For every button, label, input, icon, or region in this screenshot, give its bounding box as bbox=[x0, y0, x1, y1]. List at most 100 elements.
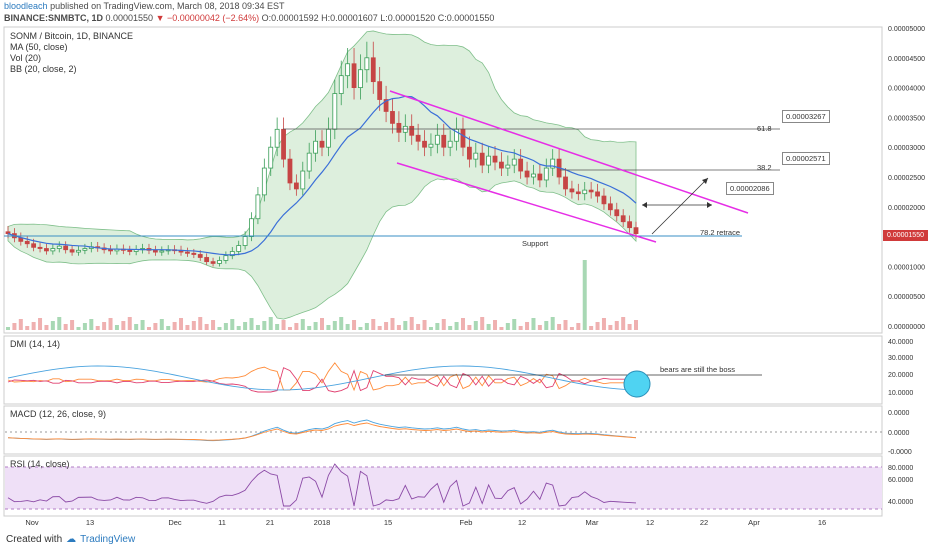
candle-body bbox=[332, 93, 338, 130]
candle-body bbox=[217, 260, 222, 264]
volume-bar bbox=[268, 317, 273, 330]
symbol-line: BINANCE:SNMBTC, 1D 0.00001550 ▼ −0.00000… bbox=[4, 13, 494, 23]
candle-body bbox=[364, 57, 370, 71]
price-box-2086: 0.00002086 bbox=[726, 182, 774, 195]
volume-bar bbox=[550, 317, 555, 330]
fib-618-label: 61.8 bbox=[757, 124, 772, 133]
panel-borders bbox=[3, 26, 883, 517]
candle-body bbox=[236, 245, 242, 252]
volume-bar bbox=[358, 327, 363, 330]
volume-bar bbox=[204, 324, 209, 330]
candle-body bbox=[255, 194, 261, 220]
volume-bar bbox=[390, 318, 395, 330]
volume-bar bbox=[589, 326, 594, 330]
volume-bar bbox=[262, 321, 267, 330]
candle-body bbox=[300, 170, 306, 190]
volume-bar bbox=[499, 327, 504, 330]
channel-lower bbox=[396, 162, 657, 243]
price-tick: 0.00001000 bbox=[888, 264, 925, 271]
candle-body bbox=[287, 158, 293, 184]
candle-body bbox=[582, 189, 588, 195]
volume-bar bbox=[230, 319, 235, 330]
volume-bar bbox=[582, 260, 587, 330]
x-tick: 12 bbox=[646, 518, 654, 527]
volume-bar bbox=[601, 318, 606, 330]
legend-dmi[interactable]: DMI (14, 14) bbox=[10, 339, 61, 349]
candle-body bbox=[620, 215, 626, 223]
legend-bb[interactable]: BB (20, close, 2) bbox=[10, 64, 77, 74]
legend-vol[interactable]: Vol (20) bbox=[10, 53, 42, 63]
volume-bar bbox=[473, 321, 478, 330]
candle-body bbox=[82, 248, 88, 251]
candle-body bbox=[185, 251, 190, 254]
legend-rsi[interactable]: RSI (14, close) bbox=[10, 459, 70, 469]
dmi-note: bears are still the boss bbox=[660, 365, 735, 374]
volume-bar bbox=[563, 320, 568, 330]
ma-line bbox=[7, 95, 637, 256]
dmi-tick: 20.0000 bbox=[888, 372, 913, 379]
candle-body bbox=[76, 249, 81, 253]
volume-bar bbox=[114, 325, 119, 330]
volume-bar bbox=[44, 325, 49, 330]
volume-bar bbox=[146, 327, 151, 330]
candle-body bbox=[69, 249, 75, 253]
volume-bar bbox=[422, 320, 427, 330]
candle-body bbox=[281, 128, 286, 160]
candle-body bbox=[486, 155, 492, 166]
dmi-minus-line bbox=[7, 367, 636, 393]
candle-body bbox=[345, 63, 351, 77]
x-tick: Mar bbox=[586, 518, 599, 527]
bb-area bbox=[7, 30, 637, 320]
footer-brand[interactable]: TradingView bbox=[80, 534, 136, 545]
candle-body bbox=[319, 140, 325, 148]
candle-body bbox=[268, 146, 274, 169]
tradingview-logo-icon[interactable]: ☁ bbox=[66, 534, 77, 545]
candle-body bbox=[223, 255, 229, 261]
legend-macd[interactable]: MACD (12, 26, close, 9) bbox=[10, 409, 107, 419]
candle-body bbox=[588, 189, 594, 193]
volume-bar bbox=[345, 324, 350, 330]
volume-bar bbox=[441, 319, 446, 330]
candle-body bbox=[518, 158, 524, 172]
x-tick: Apr bbox=[748, 518, 760, 527]
candle-body bbox=[543, 167, 549, 181]
candle-body bbox=[313, 140, 318, 154]
volume-bar bbox=[518, 326, 523, 330]
volume-bar bbox=[512, 319, 517, 330]
volume-bar bbox=[454, 322, 459, 330]
candle-body bbox=[152, 249, 158, 253]
volume-bar bbox=[531, 318, 536, 330]
price-tick: 0.00004500 bbox=[888, 56, 925, 63]
signal-line bbox=[7, 422, 637, 441]
volume-bars bbox=[6, 260, 638, 330]
ohlc-values: O:0.00001592 H:0.00001607 L:0.00001520 C… bbox=[261, 13, 495, 23]
volume-bar bbox=[172, 322, 177, 330]
volume-bar bbox=[326, 325, 331, 330]
x-tick: Nov bbox=[25, 518, 39, 527]
x-tick: Feb bbox=[460, 518, 473, 527]
rsi-tick: 40.0000 bbox=[888, 499, 913, 506]
candle-body bbox=[204, 257, 210, 263]
bollinger-band bbox=[7, 30, 637, 320]
volume-bar bbox=[576, 323, 581, 330]
candle-body bbox=[505, 164, 511, 169]
legend-ma[interactable]: MA (50, close) bbox=[10, 42, 68, 52]
author-name[interactable]: bloodleach bbox=[4, 1, 48, 11]
last-price: 0.00001550 bbox=[105, 13, 154, 23]
x-tick: 21 bbox=[266, 518, 274, 527]
volume-bar bbox=[70, 320, 75, 330]
candle-body bbox=[377, 81, 383, 100]
candle-body bbox=[50, 248, 56, 252]
symbol-label: BINANCE:SNMBTC, 1D bbox=[4, 13, 103, 23]
candle-body bbox=[409, 125, 415, 136]
dmi-tick: 30.0000 bbox=[888, 355, 913, 362]
candle-body bbox=[210, 261, 216, 264]
candle-body bbox=[550, 158, 556, 169]
volume-bar bbox=[614, 321, 619, 330]
macd-tick: 0.0000 bbox=[888, 430, 910, 437]
candle-body bbox=[415, 134, 421, 142]
price-tick: 0.00002500 bbox=[888, 175, 925, 182]
candle-body bbox=[351, 63, 357, 88]
volume-bar bbox=[12, 323, 17, 330]
